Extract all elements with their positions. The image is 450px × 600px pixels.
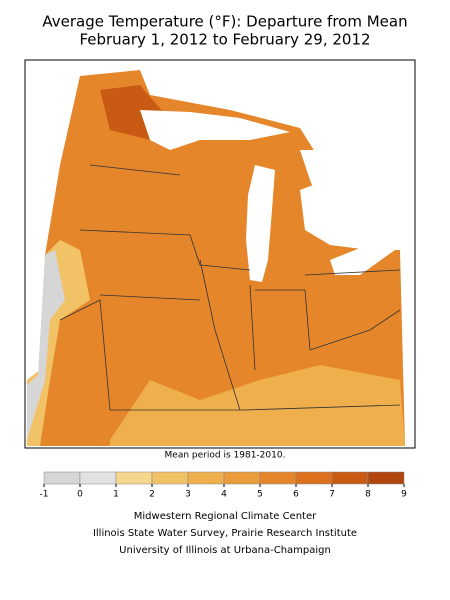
legend-tick-label: -1 (40, 490, 49, 500)
legend-swatch (331, 471, 369, 485)
title: Average Temperature (°F): Departure from… (42, 13, 407, 31)
legend-swatch (367, 471, 405, 485)
legend-tick-label: 6 (293, 490, 299, 500)
legend-tick-label: 3 (185, 490, 191, 500)
legend-swatch (295, 471, 333, 485)
legend: -1 0 1 2 3 4 5 6 7 8 9 (40, 471, 407, 500)
state-borders (59, 164, 401, 411)
legend-tick-label: 9 (401, 490, 407, 500)
legend-tick-label: 2 (149, 490, 155, 500)
legend-swatch (79, 471, 117, 485)
legend-swatch (187, 471, 225, 485)
note: Mean period is 1981-2010. (165, 451, 286, 461)
legend-tick-label: 4 (221, 490, 227, 500)
legend-swatch (43, 471, 81, 485)
lake-michigan (246, 165, 275, 282)
lake-erie (330, 240, 395, 275)
map (24, 59, 416, 449)
credit: Illinois State Water Survey, Prairie Res… (93, 528, 357, 539)
legend-swatch (223, 471, 261, 485)
south-zone (110, 365, 405, 446)
legend-swatch (151, 471, 189, 485)
cool-zone (27, 240, 90, 446)
legend-tick-label: 1 (113, 490, 119, 500)
legend-swatch (115, 471, 153, 485)
legend-tick-label: 5 (257, 490, 263, 500)
credit: Midwestern Regional Climate Center (134, 511, 317, 522)
credit: University of Illinois at Urbana-Champai… (119, 545, 331, 556)
subtitle: February 1, 2012 to February 29, 2012 (79, 31, 370, 49)
lake-superior (140, 110, 290, 150)
lake-huron (300, 150, 360, 235)
legend-swatch (259, 471, 297, 485)
legend-tick-label: 8 (365, 490, 371, 500)
legend-tick-label: 7 (329, 490, 335, 500)
gray-zone (27, 250, 65, 440)
legend-tick-label: 0 (77, 490, 83, 500)
